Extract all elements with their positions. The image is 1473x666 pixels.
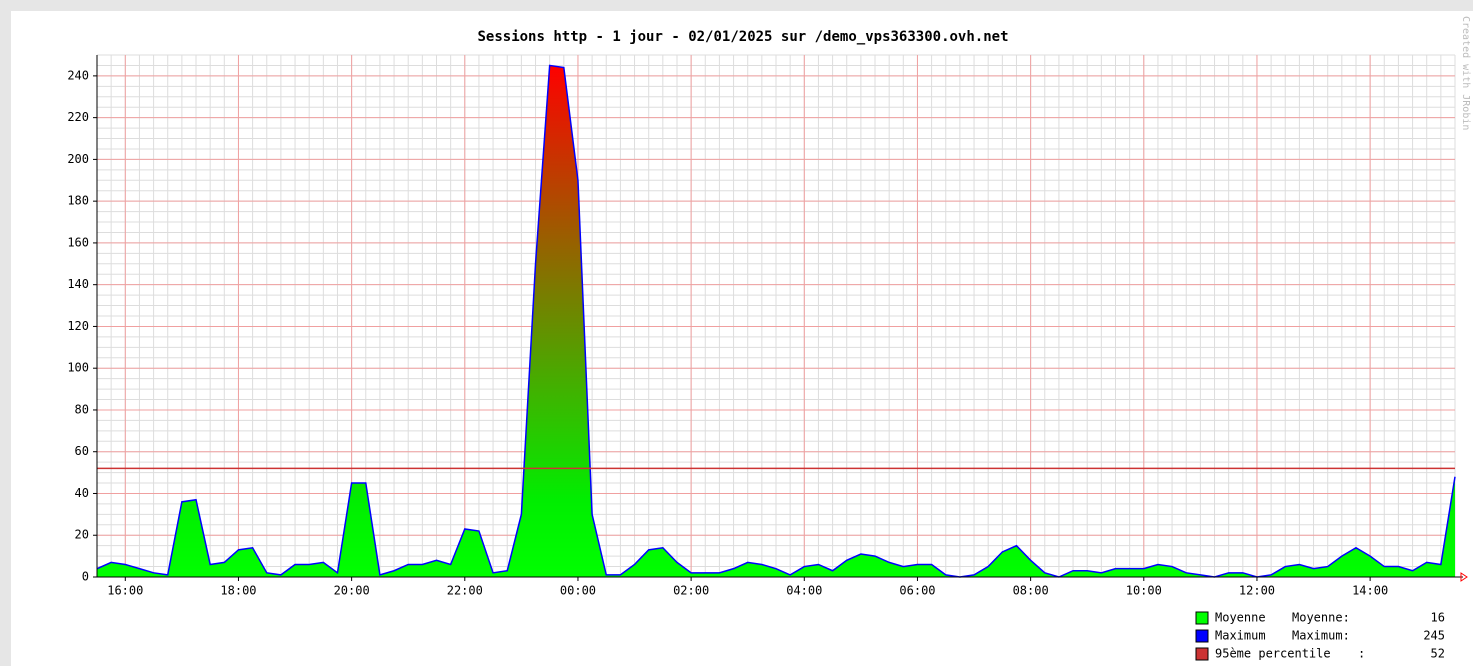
legend-swatch [1195, 647, 1209, 661]
legend-value: 52 [1431, 647, 1445, 661]
legend-label: Moyenne: [1292, 611, 1350, 625]
legend-swatch [1195, 611, 1209, 625]
legend-value: 245 [1423, 629, 1445, 643]
legend-label: : [1358, 647, 1365, 661]
legend-name: Maximum [1215, 629, 1266, 643]
y-tick-label: 160 [67, 235, 89, 249]
chart-title: Sessions http - 1 jour - 02/01/2025 sur … [477, 29, 1008, 45]
x-tick-label: 04:00 [786, 584, 822, 598]
y-tick-label: 120 [67, 319, 89, 333]
legend-value: 16 [1431, 611, 1445, 625]
x-tick-label: 22:00 [447, 584, 483, 598]
y-tick-label: 20 [75, 528, 89, 542]
line [96, 64, 1456, 578]
x-tick-label: 10:00 [1126, 584, 1162, 598]
legend-name: Moyenne [1215, 611, 1266, 625]
x-tick-label: 00:00 [560, 584, 596, 598]
x-tick-label: 12:00 [1239, 584, 1275, 598]
legend-swatch [1195, 629, 1209, 643]
y-tick-label: 140 [67, 277, 89, 291]
x-tick-label: 08:00 [1013, 584, 1049, 598]
y-tick-label: 180 [67, 194, 89, 208]
x-tick-label: 16:00 [107, 584, 143, 598]
legend-name: 95ème percentile [1215, 647, 1331, 661]
y-tick-label: 40 [75, 486, 89, 500]
y-tick-label: 100 [67, 361, 89, 375]
y-tick-label: 240 [67, 68, 89, 82]
x-tick-label: 14:00 [1352, 584, 1388, 598]
x-tick-label: 20:00 [334, 584, 370, 598]
y-tick-label: 80 [75, 402, 89, 416]
y-tick-label: 200 [67, 152, 89, 166]
watermark: Created with JRobin [1460, 16, 1471, 130]
y-tick-label: 220 [67, 110, 89, 124]
y-tick-label: 60 [75, 444, 89, 458]
x-tick-label: 18:00 [220, 584, 256, 598]
x-tick-label: 02:00 [673, 584, 709, 598]
y-tick-label: 0 [82, 570, 89, 584]
x-tick-label: 06:00 [899, 584, 935, 598]
axis-arrow [1460, 572, 1468, 582]
legend-label: Maximum: [1292, 629, 1350, 643]
